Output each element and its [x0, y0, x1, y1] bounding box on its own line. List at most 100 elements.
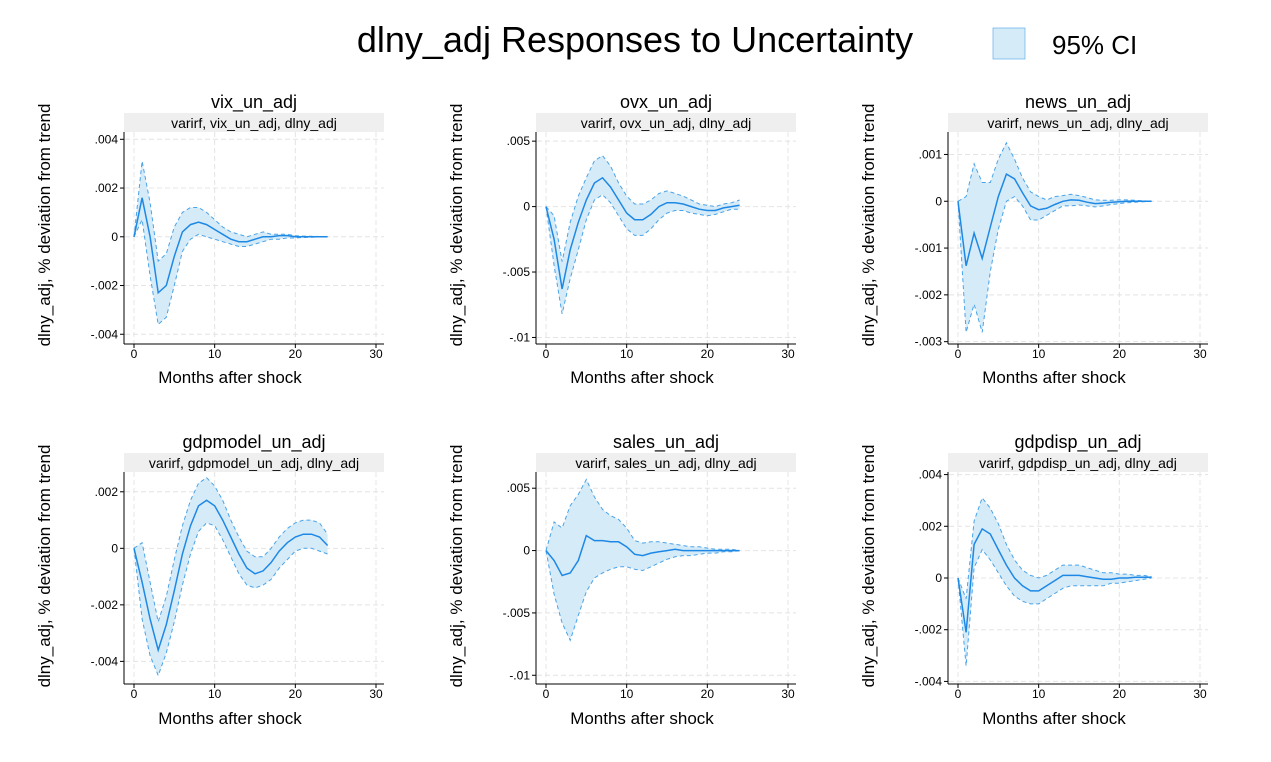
x-tick-label: 0	[131, 347, 138, 361]
y-tick-label: -.005	[503, 606, 531, 620]
x-axis-label: Months after shock	[570, 709, 714, 728]
y-tick-label: -.01	[509, 668, 530, 682]
irf-line	[545, 534, 740, 577]
y-tick-label: .001	[919, 147, 943, 161]
y-tick-label: .004	[919, 468, 943, 482]
irf-line	[545, 176, 740, 290]
x-tick-label: 20	[701, 687, 715, 701]
y-tick-label: .005	[507, 481, 531, 495]
irf-line	[133, 197, 328, 295]
x-tick-label: 20	[289, 687, 303, 701]
x-axis-label: Months after shock	[982, 709, 1126, 728]
panel-news_un_adj: news_un_adj varirf, news_un_adj, dlny_adj…	[859, 92, 1208, 387]
x-tick-label: 0	[543, 687, 550, 701]
ci-upper-line	[957, 141, 1152, 202]
y-axis-label: dlny_adj, % deviation from trend	[447, 104, 466, 347]
panels: vix_un_adj varirf, vix_un_adj, dlny_adj -.…	[35, 92, 1208, 728]
y-tick-label: 0	[935, 571, 942, 585]
panel-sales_un_adj: sales_un_adj varirf, sales_un_adj, dlny_a…	[447, 432, 796, 728]
ci-lower-line	[545, 550, 740, 642]
panel-title: vix_un_adj	[211, 92, 297, 113]
x-tick-label: 30	[781, 347, 795, 361]
y-axis-label: dlny_adj, % deviation from trend	[859, 104, 878, 347]
ci-upper-line	[545, 478, 740, 552]
y-tick-label: 0	[935, 194, 942, 208]
panel-ovx_un_adj: ovx_un_adj varirf, ovx_un_adj, dlny_adj -.…	[447, 92, 796, 387]
ci-band	[134, 161, 328, 325]
ci-lower-line	[133, 217, 328, 326]
x-tick-label: 0	[955, 347, 962, 361]
panel-title: ovx_un_adj	[620, 92, 712, 113]
y-tick-label: 0	[523, 544, 530, 558]
y-tick-label: -.003	[915, 335, 943, 349]
ci-upper-line	[545, 154, 740, 262]
chart-title: dlny_adj Responses to Uncertainty	[357, 19, 913, 60]
x-tick-label: 0	[955, 687, 962, 701]
panel-subtitle: varirf, news_un_adj, dlny_adj	[987, 115, 1168, 131]
x-tick-label: 30	[781, 687, 795, 701]
y-tick-label: -.002	[915, 623, 943, 637]
x-axis-label: Months after shock	[158, 368, 302, 387]
x-tick-label: 10	[1032, 347, 1046, 361]
y-tick-label: .002	[95, 181, 119, 195]
y-tick-label: .002	[95, 485, 119, 499]
y-axis-label: dlny_adj, % deviation from trend	[859, 445, 878, 688]
x-tick-label: 10	[208, 347, 222, 361]
y-axis-label: dlny_adj, % deviation from trend	[447, 445, 466, 688]
x-tick-label: 30	[1193, 687, 1207, 701]
y-tick-label: -.001	[915, 241, 943, 255]
panel-vix_un_adj: vix_un_adj varirf, vix_un_adj, dlny_adj -.…	[35, 92, 384, 387]
y-tick-label: .004	[95, 132, 119, 146]
irf-line	[957, 527, 1152, 633]
panel-gdpdisp_un_adj: gdpdisp_un_adj varirf, gdpdisp_un_adj, dl…	[859, 432, 1208, 728]
panel-subtitle: varirf, vix_un_adj, dlny_adj	[171, 115, 337, 131]
x-tick-label: 10	[620, 347, 634, 361]
y-tick-label: .005	[507, 134, 531, 148]
ci-lower-line	[957, 548, 1152, 666]
irf-line	[133, 499, 329, 653]
ci-lower-line	[133, 522, 328, 677]
subtitle-strip	[536, 453, 796, 472]
x-tick-label: 20	[701, 347, 715, 361]
x-tick-label: 0	[543, 347, 550, 361]
y-tick-label: .002	[919, 519, 943, 533]
y-tick-label: -.004	[915, 674, 943, 688]
panel-subtitle: varirf, sales_un_adj, dlny_adj	[575, 455, 756, 471]
ci-lower-line	[545, 194, 740, 315]
x-axis-label: Months after shock	[982, 368, 1126, 387]
y-tick-label: -.005	[503, 265, 531, 279]
x-tick-label: 20	[1113, 687, 1127, 701]
y-tick-label: 0	[523, 200, 530, 214]
ci-upper-line	[133, 161, 328, 263]
x-tick-label: 20	[1113, 347, 1127, 361]
x-tick-label: 0	[131, 687, 138, 701]
x-tick-label: 10	[1032, 687, 1046, 701]
x-tick-label: 20	[289, 347, 303, 361]
legend-label-ci: 95% CI	[1052, 30, 1137, 60]
panel-subtitle: varirf, gdpmodel_un_adj, dlny_adj	[149, 455, 359, 471]
ci-band	[958, 497, 1152, 666]
ci-upper-line	[133, 477, 329, 624]
subtitle-strip	[948, 113, 1208, 132]
y-tick-label: 0	[111, 230, 118, 244]
y-tick-label: -.002	[91, 598, 119, 612]
panel-subtitle: varirf, ovx_un_adj, dlny_adj	[581, 115, 751, 131]
x-tick-label: 30	[369, 347, 383, 361]
subtitle-strip	[124, 453, 384, 472]
panel-title: gdpdisp_un_adj	[1014, 432, 1141, 453]
y-tick-label: -.004	[91, 327, 119, 341]
ci-upper-line	[957, 496, 1152, 599]
x-axis-label: Months after shock	[570, 368, 714, 387]
ci-band	[134, 477, 328, 676]
y-axis-label: dlny_adj, % deviation from trend	[35, 104, 54, 347]
panel-subtitle: varirf, gdpdisp_un_adj, dlny_adj	[979, 455, 1177, 471]
ci-lower-line	[957, 195, 1152, 333]
y-tick-label: -.01	[509, 330, 530, 344]
y-axis-label: dlny_adj, % deviation from trend	[35, 445, 54, 688]
ci-band	[546, 155, 740, 314]
x-tick-label: 30	[1193, 347, 1207, 361]
x-tick-label: 10	[208, 687, 222, 701]
subtitle-strip	[536, 113, 796, 132]
